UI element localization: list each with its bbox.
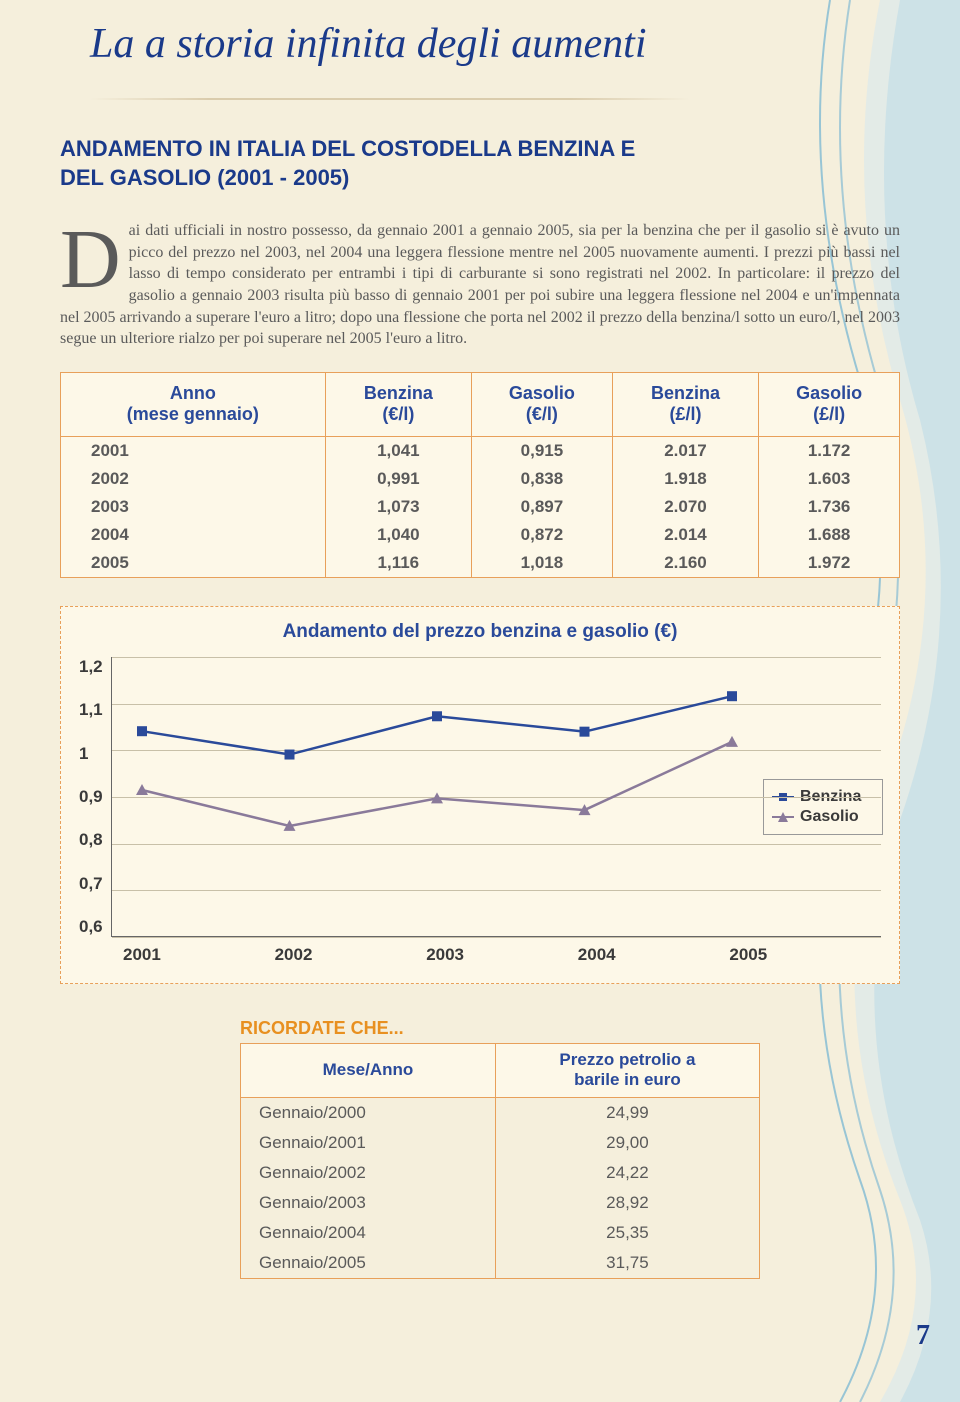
table-cell: 2002 (61, 465, 326, 493)
marker-triangle (136, 784, 148, 795)
table-cell: 1,073 (325, 493, 471, 521)
title-underline (90, 98, 690, 100)
table-cell: 2.070 (612, 493, 758, 521)
body-paragraph: Dai dati ufficiali in nostro possesso, d… (60, 220, 900, 350)
xtick-label: 2003 (426, 945, 578, 965)
table-row: Gennaio/200328,92 (241, 1188, 760, 1218)
table-row: 20051,1161,0182.1601.972 (61, 549, 900, 578)
table-row: Gennaio/200129,00 (241, 1128, 760, 1158)
table-cell: 1,018 (472, 549, 613, 578)
table-cell: 0,897 (472, 493, 613, 521)
table-cell: 0,838 (472, 465, 613, 493)
table-cell: 0,915 (472, 436, 613, 465)
table-row: Gennaio/200425,35 (241, 1218, 760, 1248)
table-cell: 1.918 (612, 465, 758, 493)
table-cell: Gennaio/2002 (241, 1158, 496, 1188)
table-cell: 29,00 (495, 1128, 759, 1158)
page-subtitle: ANDAMENTO IN ITALIA DEL COSTODELLA BENZI… (60, 135, 900, 192)
gridline (112, 937, 881, 938)
page-number: 7 (916, 1320, 930, 1352)
chart-title: Andamento del prezzo benzina e gasolio (… (79, 621, 881, 643)
table-cell: 1.972 (759, 549, 900, 578)
table-row: 20011,0410,9152.0171.172 (61, 436, 900, 465)
table-cell: 28,92 (495, 1188, 759, 1218)
oil-header-row: Mese/Anno Prezzo petrolio a barile in eu… (241, 1043, 760, 1097)
table-cell: 2003 (61, 493, 326, 521)
table-row: Gennaio/200224,22 (241, 1158, 760, 1188)
oil-col-mese: Mese/Anno (241, 1043, 496, 1097)
table-row: 20020,9910,8381.9181.603 (61, 465, 900, 493)
table-row: 20041,0400,8722.0141.688 (61, 521, 900, 549)
table-row: Gennaio/200531,75 (241, 1248, 760, 1279)
table-row: 20031,0730,8972.0701.736 (61, 493, 900, 521)
marker-square (284, 749, 294, 759)
table-cell: 24,99 (495, 1097, 759, 1128)
price-chart: Andamento del prezzo benzina e gasolio (… (60, 606, 900, 984)
chart-yaxis: 1,2 1,1 1 0,9 0,8 0,7 0,6 (79, 657, 111, 937)
series-line-benzina (142, 696, 732, 754)
table-cell: 2.160 (612, 549, 758, 578)
table-cell: 1.172 (759, 436, 900, 465)
table-cell: 24,22 (495, 1158, 759, 1188)
page-title-script: La a storia infinita degli aumenti (90, 20, 900, 68)
ricordate-heading: RICORDATE CHE... (240, 1018, 760, 1039)
table-cell: Gennaio/2004 (241, 1218, 496, 1248)
chart-xaxis: 20012002200320042005 (123, 945, 881, 965)
table-cell: 2.014 (612, 521, 758, 549)
ytick-label: 0,7 (79, 874, 103, 894)
ytick-label: 1,1 (79, 700, 103, 720)
table-cell: 0,991 (325, 465, 471, 493)
dropcap: D (60, 220, 129, 293)
marker-square (137, 726, 147, 736)
ytick-label: 0,9 (79, 787, 103, 807)
oil-table: Mese/Anno Prezzo petrolio a barile in eu… (240, 1043, 760, 1279)
table-cell: 25,35 (495, 1218, 759, 1248)
ytick-label: 0,6 (79, 917, 103, 937)
xtick-label: 2001 (123, 945, 275, 965)
marker-square (727, 691, 737, 701)
table-cell: Gennaio/2003 (241, 1188, 496, 1218)
table-cell: Gennaio/2000 (241, 1097, 496, 1128)
table-cell: 1.603 (759, 465, 900, 493)
col-benzina-eur: Benzina (€/l) (325, 372, 471, 436)
marker-square (579, 727, 589, 737)
table-cell: 2004 (61, 521, 326, 549)
ytick-label: 1,2 (79, 657, 103, 677)
chart-svg (112, 657, 881, 937)
col-benzina-lira: Benzina (£/l) (612, 372, 758, 436)
marker-triangle (726, 736, 738, 747)
series-line-gasolio (142, 742, 732, 826)
ytick-label: 1 (79, 744, 103, 764)
col-gasolio-lira: Gasolio (£/l) (759, 372, 900, 436)
table-cell: Gennaio/2001 (241, 1128, 496, 1158)
table-header-row: Anno (mese gennaio) Benzina (€/l) Gasoli… (61, 372, 900, 436)
table-cell: 0,872 (472, 521, 613, 549)
ytick-label: 0,8 (79, 830, 103, 850)
col-anno: Anno (mese gennaio) (61, 372, 326, 436)
marker-square (432, 711, 442, 721)
table-cell: 1.736 (759, 493, 900, 521)
table-row: Gennaio/200024,99 (241, 1097, 760, 1128)
oil-price-section: RICORDATE CHE... Mese/Anno Prezzo petrol… (240, 1018, 760, 1279)
chart-plot-area: Benzina Gasolio (111, 657, 881, 937)
table-cell: 2001 (61, 436, 326, 465)
table-cell: 2.017 (612, 436, 758, 465)
table-cell: Gennaio/2005 (241, 1248, 496, 1279)
xtick-label: 2002 (275, 945, 427, 965)
table-cell: 1.688 (759, 521, 900, 549)
table-cell: 1,040 (325, 521, 471, 549)
table-cell: 1,041 (325, 436, 471, 465)
table-cell: 31,75 (495, 1248, 759, 1279)
body-text: ai dati ufficiali in nostro possesso, da… (60, 222, 900, 347)
table-cell: 1,116 (325, 549, 471, 578)
xtick-label: 2004 (578, 945, 730, 965)
col-gasolio-eur: Gasolio (€/l) (472, 372, 613, 436)
oil-col-prezzo: Prezzo petrolio a barile in euro (495, 1043, 759, 1097)
table-cell: 2005 (61, 549, 326, 578)
xtick-label: 2005 (729, 945, 881, 965)
price-table: Anno (mese gennaio) Benzina (€/l) Gasoli… (60, 372, 900, 578)
